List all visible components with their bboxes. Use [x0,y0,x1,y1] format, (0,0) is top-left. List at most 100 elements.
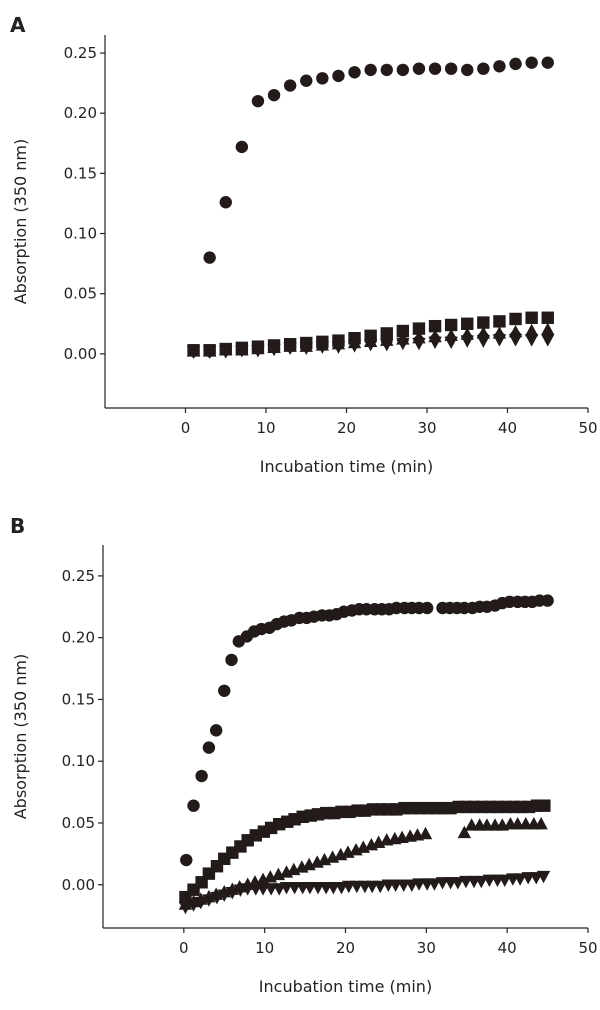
x-axis-title: Incubation time (min) [259,977,432,996]
x-tick-label: 10 [255,939,274,957]
data-point-triangle-down [283,342,297,356]
data-point-circle [283,79,297,92]
data-point-circle [219,196,232,209]
data-point-triangle-up [418,826,433,840]
panel-label: A [10,13,26,37]
data-point-triangle-down [460,335,474,348]
x-tick-label: 20 [336,939,355,957]
data-point-triangle-up [534,817,548,830]
data-point-triangle-down [428,336,442,350]
data-point-circle [396,63,410,77]
data-point-square [525,311,538,324]
y-tick-label: 0.10 [64,225,97,243]
x-tick-label: 0 [181,419,191,437]
data-point-square [412,322,426,335]
data-point-square [493,315,506,328]
y-tick-label: 0.00 [64,345,97,363]
data-point-circle [180,853,193,867]
data-point-triangle-up [457,825,472,839]
data-point-triangle-down [219,346,233,359]
data-point-square [477,316,490,329]
data-point-triangle-down [541,334,555,347]
data-point-circle [541,56,554,69]
x-tick-label: 50 [578,939,597,957]
data-point-triangle-down [178,901,193,915]
data-point-triangle-down [251,345,265,358]
series-circle [180,594,554,867]
data-point-triangle-down [396,337,410,351]
x-axis-title: Incubation time (min) [260,457,433,476]
data-point-circle [251,94,265,108]
data-point-circle [380,63,393,77]
data-point-circle [267,88,281,102]
data-point-circle [202,741,216,754]
x-tick-label: 30 [417,939,436,957]
data-point-triangle-down [347,340,362,353]
series-triangle-down [186,334,555,359]
y-tick-label: 0.05 [64,285,97,303]
data-point-triangle-down [217,889,231,902]
chart-panel-b: B 0.00 0.05 0.10 0.15 0.20 0.25 0 10 20 30 40 50 Incu… [10,514,598,996]
data-point-circle [348,66,361,79]
data-point-circle [493,60,506,73]
data-point-circle [509,57,522,71]
data-point-triangle-down [202,894,216,907]
data-point-square [396,324,410,338]
data-point-triangle-down [451,877,465,890]
data-point-triangle-down [225,886,240,900]
data-point-triangle-down [186,899,201,912]
data-point-circle [364,63,377,77]
data-point-square [509,312,522,326]
data-point-triangle-down [474,875,488,889]
data-point-triangle-down [412,337,426,351]
y-axis-title: Absorption (350 nm) [11,654,30,820]
data-point-triangle-down [508,334,523,347]
x-tick-label: 50 [578,419,597,437]
data-point-triangle-down [315,341,330,354]
data-point-circle [541,594,554,607]
data-point-circle [412,62,426,75]
data-point-triangle-down [513,873,527,886]
data-point-triangle-down [194,896,208,910]
data-point-triangle-down [373,880,387,894]
data-point-circle [420,601,434,615]
data-point-circle [461,63,474,77]
data-point-triangle-down [492,334,507,347]
y-tick-label: 0.15 [64,164,97,182]
x-tick-label: 10 [256,419,275,437]
data-point-triangle-down [267,343,281,357]
data-point-triangle-down [363,339,378,352]
series-circle [203,56,554,264]
data-point-triangle-down [444,336,458,350]
data-point-triangle-down [235,345,249,358]
y-tick-label: 0.10 [62,752,95,770]
data-point-triangle-down [202,346,217,359]
x-tick-label: 20 [337,419,356,437]
series-square [179,799,551,904]
data-point-square [538,799,551,812]
data-point-triangle-down [299,342,313,356]
data-point-triangle-down [536,870,551,884]
data-point-circle [428,62,442,75]
data-point-triangle-down [524,334,539,347]
x-tick-label: 0 [179,939,189,957]
data-point-triangle-down [380,339,394,352]
y-tick-label: 0.15 [62,690,95,708]
data-point-circle [477,62,490,75]
data-point-triangle-down [331,341,346,354]
data-point-square [428,319,442,333]
x-tick-label: 40 [498,419,517,437]
data-point-triangle-down [498,874,512,888]
x-tick-label: 40 [498,939,517,957]
y-tick-label: 0.20 [62,629,95,647]
data-point-circle [203,251,216,264]
y-tick-label: 0.20 [64,104,97,122]
data-point-square [461,317,474,330]
data-point-circle [209,724,223,737]
data-point-square [541,311,554,324]
data-point-triangle-down [427,878,442,891]
data-point-circle [187,799,200,812]
data-point-circle [235,140,249,154]
chart-panel-a: A 0.00 0.05 0.10 0.15 0.20 0.25 0 10 20 30 40 50 Incu… [10,13,598,476]
